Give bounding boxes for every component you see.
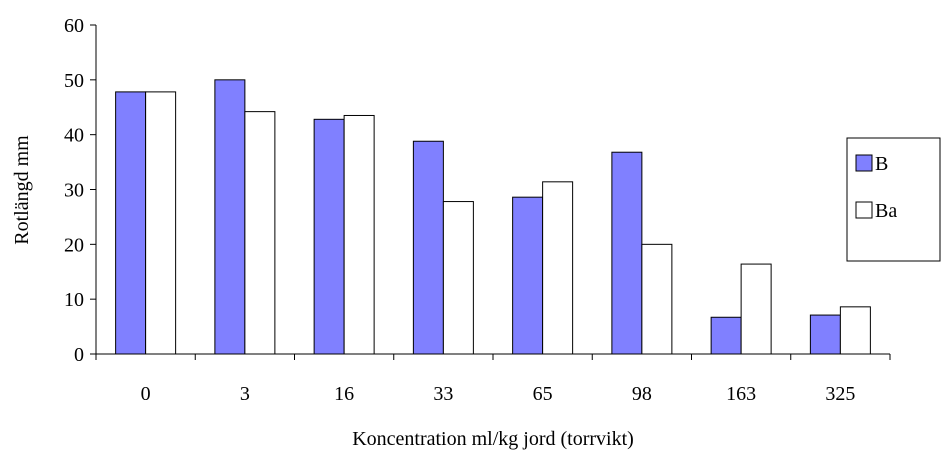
y-tick-label: 30: [64, 180, 84, 202]
legend-swatch-ba: [855, 201, 873, 219]
y-tick-label: 50: [64, 70, 84, 92]
y-ticks: 0 10 20 30 40 50 60: [64, 15, 96, 366]
bar-b-163: [710, 316, 742, 355]
bar-ba-3: [244, 111, 276, 355]
y-tick-label: 20: [64, 234, 84, 256]
legend-label-ba: Ba: [875, 200, 897, 222]
x-ticks: 0 3 16 33 65 98 163 325: [95, 354, 891, 405]
x-axis-title: Koncentration ml/kg jord (torrvikt): [352, 428, 634, 450]
legend-label-b: B: [875, 153, 888, 175]
x-tick-label: 0: [141, 383, 151, 405]
bar-ba-33: [442, 201, 474, 355]
bar-b-3: [214, 79, 246, 355]
bar-b-325: [809, 314, 841, 355]
x-tick-label: 325: [825, 383, 855, 405]
x-tick-label: 65: [533, 383, 553, 405]
y-tick-label: 0: [74, 344, 84, 366]
bar-b-33: [412, 140, 444, 355]
bar-ba-0: [145, 91, 177, 355]
legend-swatch-b: [855, 154, 873, 172]
x-tick-label: 163: [726, 383, 756, 405]
bar-b-65: [512, 196, 544, 355]
bars-layer: [115, 79, 871, 355]
y-tick-label: 10: [64, 289, 84, 311]
y-tick-label: 60: [64, 15, 84, 37]
bar-ba-325: [839, 306, 871, 355]
y-tick-label: 40: [64, 125, 84, 147]
bar-ba-98: [641, 243, 673, 355]
bar-ba-16: [343, 114, 375, 355]
bar-b-0: [115, 91, 147, 355]
bar-ba-163: [740, 263, 772, 355]
legend: B Ba: [846, 137, 941, 262]
bar-ba-65: [542, 181, 574, 355]
bar-b-16: [313, 118, 345, 355]
x-tick-label: 3: [240, 383, 250, 405]
x-tick-label: 16: [334, 383, 354, 405]
y-axis-title: Rotlängd mm: [11, 135, 33, 245]
x-tick-label: 33: [433, 383, 453, 405]
x-tick-label: 98: [632, 383, 652, 405]
bar-b-98: [611, 151, 643, 355]
